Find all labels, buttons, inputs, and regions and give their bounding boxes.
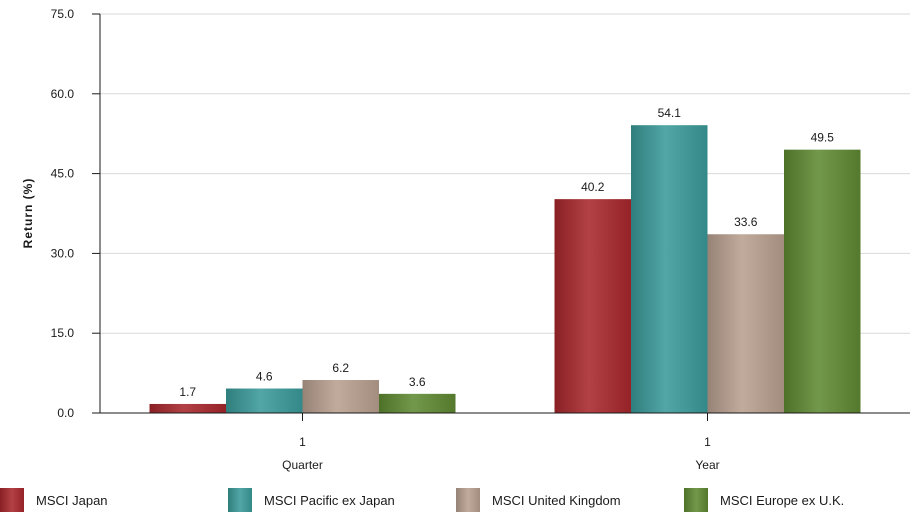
bar: [631, 125, 708, 414]
y-axis: 0.0 15.0 30.0 45.0 60.0 75.0: [51, 7, 101, 420]
y-tick-label: 45.0: [51, 167, 75, 181]
data-label: 40.2: [581, 180, 605, 194]
x-category-label: Year: [695, 458, 719, 472]
x-tick-label: 1: [299, 435, 306, 449]
legend: MSCI Japan MSCI Pacific ex Japan MSCI Un…: [0, 486, 922, 514]
bar: [707, 234, 784, 413]
bars: 1.7 4.6 6.2 3.6 40.2 54.1 33.6 49.5: [149, 106, 861, 414]
data-label: 49.5: [811, 131, 835, 145]
data-label: 3.6: [409, 375, 426, 389]
bar: [554, 199, 631, 413]
bar-chart: 0.0 15.0 30.0 45.0 60.0 75.0 Return (%) 1.7 4.…: [21, 7, 910, 472]
bar: [302, 380, 379, 413]
bar: [226, 388, 303, 413]
x-axis: 1 Quarter 1 Year: [100, 412, 910, 472]
data-label: 6.2: [332, 361, 349, 375]
legend-item-msci-united-kingdom: MSCI United Kingdom: [456, 488, 621, 512]
legend-item-msci-europe-ex-uk: MSCI Europe ex U.K.: [684, 488, 844, 512]
y-axis-title: Return (%): [21, 178, 35, 249]
bar: [784, 149, 861, 413]
legend-swatch: [228, 488, 252, 512]
y-tick-label: 30.0: [51, 246, 75, 260]
x-category-label: Quarter: [282, 458, 323, 472]
legend-label: MSCI United Kingdom: [492, 492, 621, 508]
legend-swatch: [684, 488, 708, 512]
y-tick-label: 15.0: [51, 326, 75, 340]
legend-label: MSCI Japan: [36, 492, 108, 508]
legend-swatch: [456, 488, 480, 512]
data-label: 4.6: [256, 370, 273, 384]
y-tick-label: 0.0: [57, 406, 74, 420]
legend-label: MSCI Europe ex U.K.: [720, 492, 845, 508]
data-label: 33.6: [734, 215, 758, 229]
legend-swatch: [0, 488, 24, 512]
legend-label: MSCI Pacific ex Japan: [264, 492, 395, 508]
legend-item-msci-pacific-ex-japan: MSCI Pacific ex Japan: [228, 488, 395, 512]
bar: [149, 403, 226, 413]
data-label: 54.1: [658, 106, 682, 120]
y-tick-label: 60.0: [51, 87, 75, 101]
x-tick-label: 1: [704, 435, 711, 449]
data-label: 1.7: [179, 385, 196, 399]
y-tick-label: 75.0: [51, 7, 75, 21]
bar: [379, 393, 456, 413]
legend-item-msci-japan: MSCI Japan: [0, 488, 108, 512]
